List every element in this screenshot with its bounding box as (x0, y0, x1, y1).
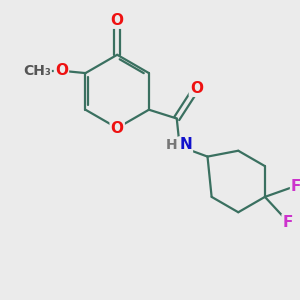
Text: O: O (190, 81, 203, 96)
Text: N: N (179, 137, 192, 152)
Text: O: O (55, 63, 68, 78)
Text: F: F (291, 179, 300, 194)
Text: O: O (111, 13, 124, 28)
Text: O: O (111, 121, 124, 136)
Text: F: F (283, 215, 293, 230)
Text: CH₃: CH₃ (23, 64, 51, 78)
Text: H: H (166, 138, 177, 152)
